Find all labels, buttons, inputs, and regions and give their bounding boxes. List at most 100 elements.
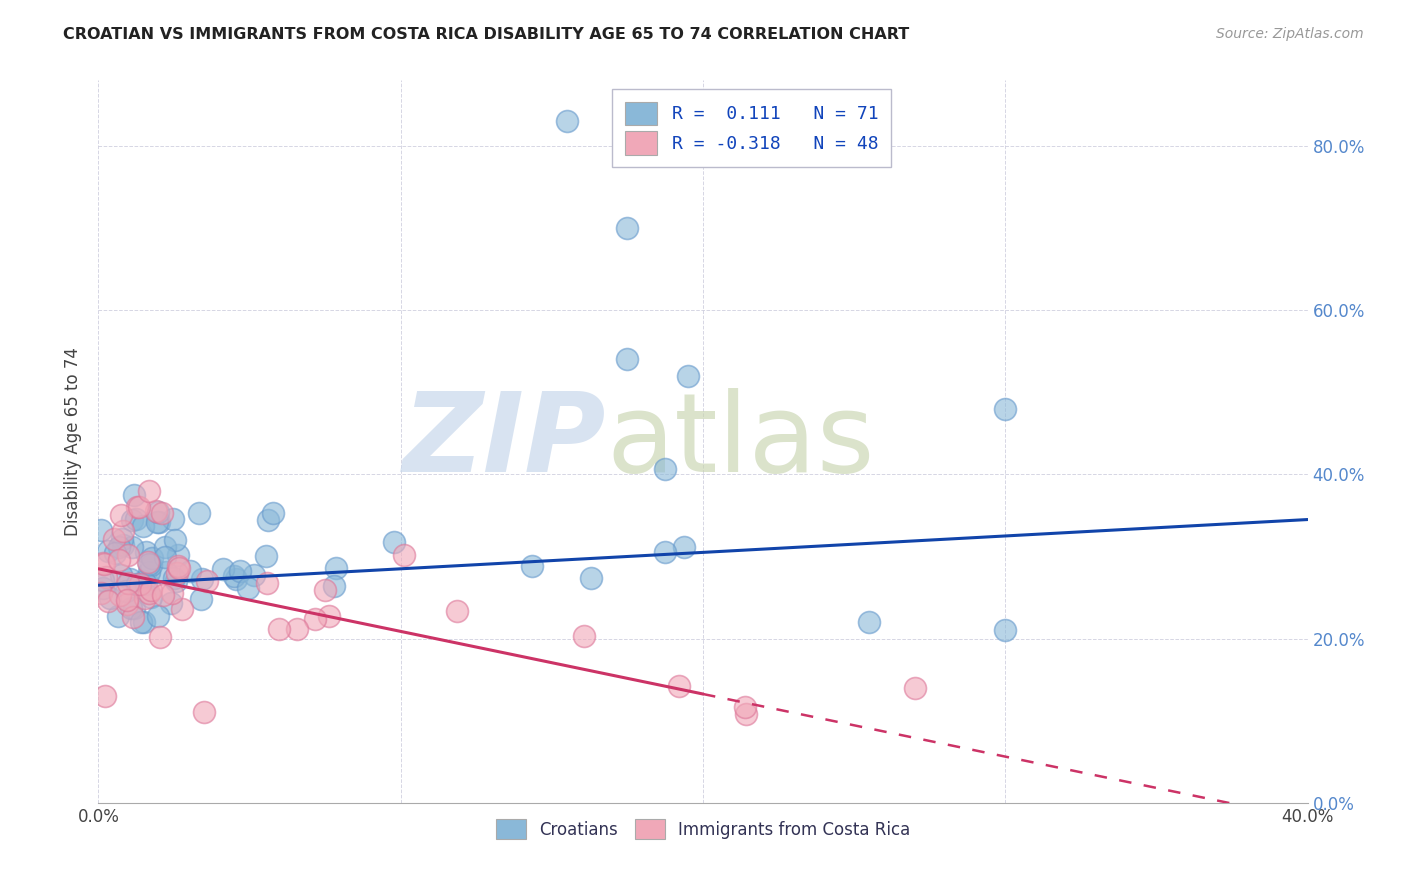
- Point: [256, 576, 278, 591]
- Point: [904, 681, 927, 695]
- Point: [155, 540, 177, 554]
- Point: [394, 549, 416, 563]
- Point: [132, 519, 155, 533]
- Point: [122, 610, 145, 624]
- Point: [166, 559, 188, 574]
- Point: [120, 600, 142, 615]
- Point: [166, 566, 188, 580]
- Point: [145, 515, 167, 529]
- Point: [93, 689, 115, 703]
- Point: [236, 581, 259, 595]
- Point: [118, 572, 141, 586]
- Point: [138, 557, 160, 571]
- Point: [195, 574, 218, 589]
- Point: [110, 508, 132, 523]
- Point: [323, 579, 346, 593]
- Point: [994, 401, 1017, 416]
- Point: [138, 565, 160, 579]
- Point: [132, 574, 155, 588]
- Point: [115, 583, 138, 598]
- Point: [91, 556, 114, 570]
- Text: Source: ZipAtlas.com: Source: ZipAtlas.com: [1216, 27, 1364, 41]
- Point: [581, 570, 603, 584]
- Point: [129, 615, 152, 630]
- Point: [111, 538, 134, 552]
- Point: [121, 513, 143, 527]
- Point: [165, 574, 187, 589]
- Point: [129, 577, 152, 591]
- Point: [318, 609, 340, 624]
- Point: [122, 487, 145, 501]
- Point: [160, 586, 183, 600]
- Point: [148, 515, 170, 529]
- Point: [188, 506, 211, 520]
- Point: [146, 505, 169, 519]
- Point: [132, 615, 155, 630]
- Point: [163, 533, 186, 548]
- Point: [169, 561, 191, 575]
- Point: [138, 483, 160, 498]
- Point: [117, 576, 139, 591]
- Point: [212, 562, 235, 576]
- Point: [104, 546, 127, 560]
- Point: [139, 558, 162, 573]
- Point: [121, 541, 143, 555]
- Point: [111, 533, 134, 547]
- Point: [110, 568, 132, 582]
- Point: [179, 564, 201, 578]
- Point: [107, 609, 129, 624]
- Point: [382, 535, 405, 549]
- Point: [150, 506, 173, 520]
- Point: [128, 500, 150, 515]
- Point: [325, 560, 347, 574]
- Point: [135, 545, 157, 559]
- Point: [97, 593, 120, 607]
- Point: [304, 612, 326, 626]
- Point: [616, 352, 638, 367]
- Text: atlas: atlas: [606, 388, 875, 495]
- Point: [93, 558, 115, 572]
- Point: [124, 601, 146, 615]
- Point: [858, 615, 880, 630]
- Point: [654, 544, 676, 558]
- Point: [112, 524, 135, 539]
- Point: [520, 558, 543, 573]
- Point: [654, 462, 676, 476]
- Point: [141, 550, 163, 565]
- Point: [994, 624, 1017, 638]
- Point: [672, 541, 695, 555]
- Point: [149, 630, 172, 644]
- Point: [190, 592, 212, 607]
- Point: [94, 570, 117, 584]
- Point: [166, 548, 188, 562]
- Point: [191, 572, 214, 586]
- Point: [676, 368, 699, 383]
- Point: [90, 523, 112, 537]
- Point: [734, 699, 756, 714]
- Point: [285, 623, 308, 637]
- Point: [243, 568, 266, 582]
- Point: [117, 548, 139, 562]
- Point: [103, 532, 125, 546]
- Point: [256, 512, 278, 526]
- Point: [163, 571, 186, 585]
- Point: [134, 591, 156, 605]
- Point: [616, 221, 638, 235]
- Point: [125, 512, 148, 526]
- Point: [555, 114, 578, 128]
- Point: [93, 581, 115, 595]
- Point: [127, 500, 149, 514]
- Text: ZIP: ZIP: [402, 388, 606, 495]
- Legend: Croatians, Immigrants from Costa Rica: Croatians, Immigrants from Costa Rica: [486, 809, 920, 848]
- Y-axis label: Disability Age 65 to 74: Disability Age 65 to 74: [65, 347, 83, 536]
- Point: [148, 609, 170, 624]
- Point: [734, 706, 756, 721]
- Point: [160, 596, 183, 610]
- Point: [125, 577, 148, 591]
- Point: [138, 586, 160, 600]
- Point: [115, 593, 138, 607]
- Point: [172, 602, 194, 616]
- Point: [262, 506, 284, 520]
- Point: [222, 569, 245, 583]
- Point: [141, 590, 163, 604]
